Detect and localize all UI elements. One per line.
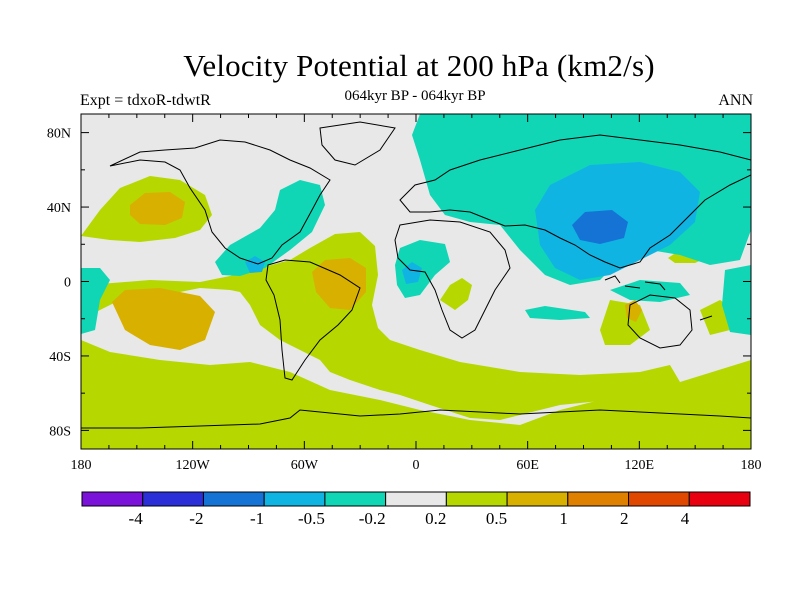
colorbar-swatch — [263, 491, 326, 507]
contour-core-south-pacific — [112, 288, 215, 350]
colorbar-label: 0.2 — [425, 509, 446, 528]
coast-maritime-islands — [604, 275, 713, 321]
x-tick-label: 120W — [176, 458, 211, 473]
coastline-layer — [81, 121, 751, 429]
colorbar-label: 1 — [559, 509, 568, 528]
page-title: Velocity Potential at 200 hPa (km2/s) — [183, 48, 655, 83]
contour-center-asia — [572, 210, 628, 244]
colorbar-label: -2 — [189, 509, 203, 528]
coast-antarctica — [81, 409, 751, 429]
contour-negative-east-pacific — [81, 268, 110, 334]
x-tick-label: 180 — [741, 458, 762, 473]
colorbar-swatch — [202, 491, 265, 507]
contour-negative-far-east — [722, 265, 751, 335]
y-tick-label: 80N — [47, 127, 71, 142]
colorbar-swatch — [567, 491, 630, 507]
contour-negative-indian — [525, 306, 590, 320]
y-tick-label: 40S — [49, 350, 71, 365]
contour-core-north-pacific — [130, 192, 185, 225]
coast-greenland — [319, 121, 396, 166]
coast-south-america — [265, 259, 361, 381]
contour-negative-central-america — [215, 180, 325, 276]
colorbar-label: 2 — [620, 509, 629, 528]
coast-north-america — [109, 139, 331, 265]
x-tick-label: 180 — [71, 458, 92, 473]
y-axis: 80N 40N 0 40S 80S — [47, 127, 751, 439]
coast-australia — [627, 294, 693, 349]
experiment-label: Expt = tdxoR-tdwtR — [80, 92, 211, 109]
contour-positive-antarctic — [81, 340, 751, 449]
colorbar-label: -1 — [250, 509, 264, 528]
colorbar-label: -0.5 — [298, 509, 325, 528]
y-tick-label: 80S — [49, 424, 71, 439]
colorbar-swatch — [324, 491, 387, 507]
colorbar-label: -0.2 — [359, 509, 386, 528]
contour-negative-maritime — [610, 280, 690, 302]
colorbar-swatch — [688, 491, 751, 507]
coast-eurasia — [399, 134, 751, 269]
contour-positive-africa-east — [440, 278, 472, 310]
coast-africa — [394, 219, 511, 339]
colorbar-swatch — [385, 491, 447, 507]
y-tick-label: 0 — [64, 276, 71, 291]
x-tick-label: 60E — [516, 458, 539, 473]
plot-subtitle: 064kyr BP - 064kyr BP — [344, 88, 486, 104]
colorbar-label: 4 — [681, 509, 690, 528]
y-tick-label: 40N — [47, 201, 71, 216]
colorbar-label: -4 — [129, 509, 144, 528]
x-tick-label: 0 — [413, 458, 420, 473]
contour-core-caribbean — [245, 256, 265, 273]
contour-positive-south — [81, 232, 680, 420]
x-tick-label: 60W — [291, 458, 319, 473]
x-tick-label: 120E — [625, 458, 655, 473]
colorbar-swatch — [628, 491, 690, 507]
colorbar-label: 0.5 — [486, 509, 507, 528]
colorbar-swatch — [445, 491, 508, 507]
contour-fill-layer — [81, 114, 751, 449]
colorbar: -4 -2 -1 -0.5 -0.2 0.2 0.5 1 2 4 — [81, 491, 751, 528]
x-axis: 180 120W 60W 0 60E 120E 180 — [71, 114, 762, 473]
colorbar-swatch — [142, 491, 204, 507]
contour-core-south-america — [312, 258, 366, 310]
colorbar-swatch — [506, 491, 569, 507]
colorbar-swatch — [81, 491, 144, 507]
season-label: ANN — [718, 92, 753, 109]
